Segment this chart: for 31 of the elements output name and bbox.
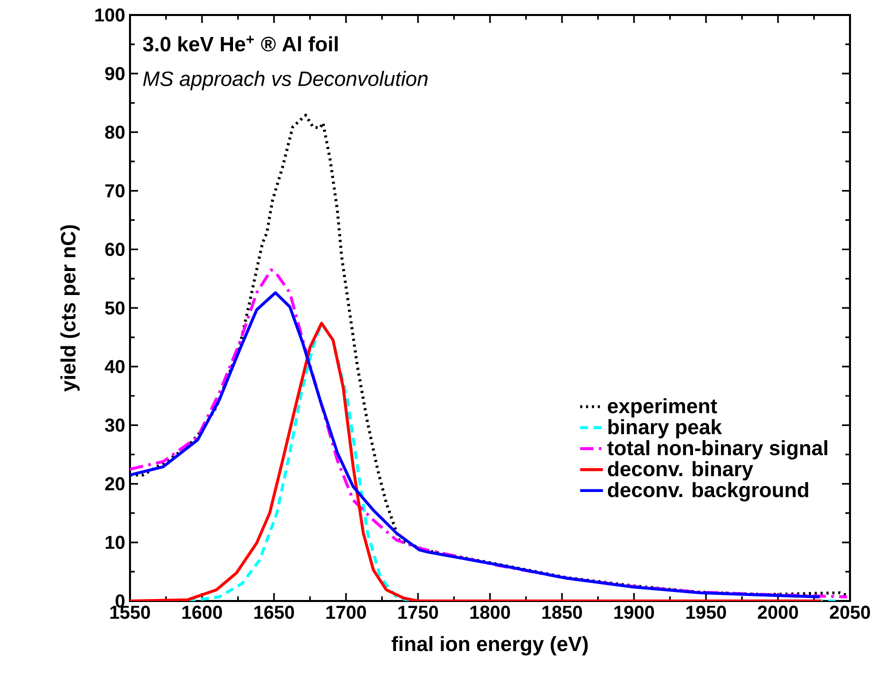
text: MS approach vs Deconvolution (143, 70, 428, 90)
legend-label: binary peak (608, 419, 722, 438)
x-tick-label: 1550 (110, 606, 150, 619)
x-tick-label: 1950 (686, 606, 726, 619)
y-tick-label: 100 (95, 8, 125, 22)
x-tick-label: 2050 (830, 606, 870, 619)
y-tick-label: 90 (105, 66, 125, 80)
x-tick-label: 1750 (398, 606, 438, 619)
x-axis-title: final ion energy (eV) (392, 636, 588, 656)
y-tick-label: 20 (105, 477, 125, 490)
legend-label: total non-binary signal (607, 440, 828, 460)
y-tick-label: 60 (105, 242, 125, 256)
text: 3.0 keV He$^{+}$ ® Al foil (142, 36, 338, 52)
y-tick-label: 0 (116, 594, 125, 608)
legend-label: deconv. background (608, 482, 808, 502)
x-tick-label: 1700 (326, 606, 366, 619)
x-tick-label: 1850 (542, 606, 582, 619)
y-tick-label: 50 (105, 301, 125, 315)
x-tick-label: 1800 (470, 606, 510, 619)
x-tick-label: 1650 (254, 606, 294, 619)
legend-label: deconv. binary (608, 461, 754, 480)
y-tick-label: 10 (106, 536, 125, 549)
y-tick-label: 40 (104, 360, 125, 374)
x-tick-label: 1900 (614, 606, 654, 619)
x-tick-label: 2000 (758, 606, 798, 619)
y-tick-label: 30 (104, 418, 125, 432)
x-tick-label: 1600 (182, 606, 222, 619)
y-tick-label: 80 (105, 126, 125, 139)
y-axis-title: yield (cts per nC) (60, 225, 80, 392)
legend-label: experiment (608, 398, 718, 418)
y-tick-label: 70 (105, 184, 125, 198)
